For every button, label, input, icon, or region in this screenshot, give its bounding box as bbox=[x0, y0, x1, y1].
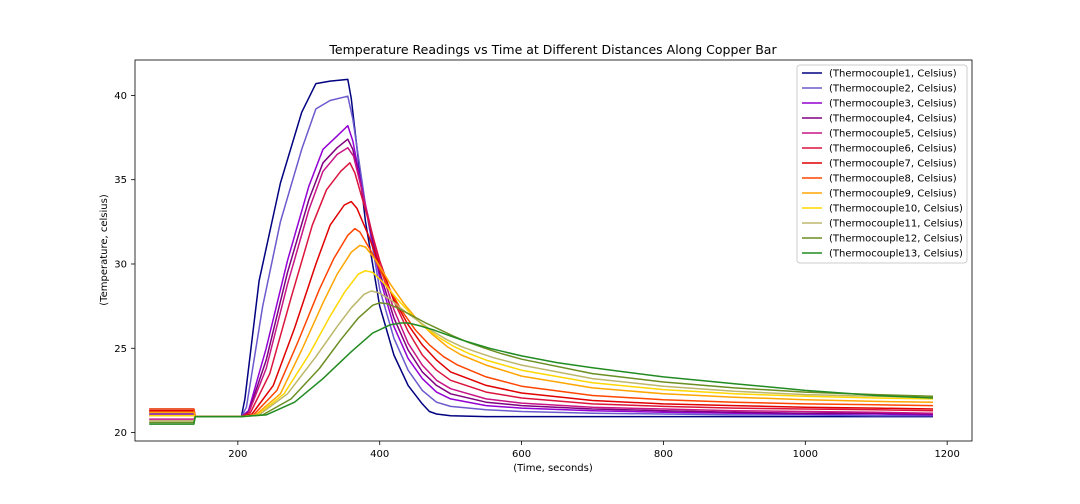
legend-box bbox=[796, 64, 968, 264]
legend-label-10: (Thermocouple10, Celsius) bbox=[829, 204, 963, 215]
legend-label-5: (Thermocouple5, Celsius) bbox=[829, 129, 957, 140]
chart-title: Temperature Readings vs Time at Differen… bbox=[328, 42, 777, 57]
series-line-6 bbox=[149, 162, 934, 418]
y-tick-label: 20 bbox=[114, 428, 127, 439]
x-tick-label: 800 bbox=[654, 449, 673, 460]
y-axis-ticks: 20 25 30 35 40 bbox=[114, 91, 135, 439]
legend: (Thermocouple1, Celsius) (Thermocouple2, … bbox=[796, 64, 968, 264]
series-lines bbox=[149, 78, 934, 425]
x-axis-ticks: 200 400 600 800 1000 1200 bbox=[228, 441, 960, 460]
legend-label-1: (Thermocouple1, Celsius) bbox=[829, 69, 957, 80]
series-line-13 bbox=[149, 322, 934, 425]
legend-label-6: (Thermocouple6, Celsius) bbox=[829, 144, 957, 155]
legend-label-13: (Thermocouple13, Celsius) bbox=[829, 249, 963, 260]
plot-frame bbox=[134, 59, 973, 442]
legend-items: (Thermocouple1, Celsius) (Thermocouple2, … bbox=[802, 69, 963, 260]
x-tick-label: 200 bbox=[228, 449, 247, 460]
x-tick-label: 1000 bbox=[793, 449, 818, 460]
legend-label-8: (Thermocouple8, Celsius) bbox=[829, 174, 957, 185]
legend-label-2: (Thermocouple2, Celsius) bbox=[829, 84, 957, 95]
x-tick-label: 400 bbox=[370, 449, 389, 460]
series-line-12 bbox=[149, 302, 934, 424]
x-axis-label: (Time, seconds) bbox=[513, 463, 593, 474]
series-line-1 bbox=[149, 78, 933, 418]
series-line-8 bbox=[149, 227, 934, 418]
legend-label-11: (Thermocouple11, Celsius) bbox=[829, 219, 963, 230]
legend-label-9: (Thermocouple9, Celsius) bbox=[829, 189, 957, 200]
legend-label-4: (Thermocouple4, Celsius) bbox=[829, 114, 957, 125]
y-tick-label: 40 bbox=[114, 91, 127, 102]
series-line-4 bbox=[149, 138, 934, 418]
x-tick-label: 600 bbox=[512, 449, 531, 460]
legend-label-7: (Thermocouple7, Celsius) bbox=[829, 159, 957, 170]
y-tick-label: 30 bbox=[114, 259, 127, 270]
series-line-9 bbox=[149, 244, 934, 418]
y-axis-label: (Temperature, celsius) bbox=[99, 194, 110, 306]
series-line-10 bbox=[149, 269, 934, 418]
series-line-2 bbox=[149, 95, 933, 418]
legend-label-12: (Thermocouple12, Celsius) bbox=[829, 234, 963, 245]
legend-label-3: (Thermocouple3, Celsius) bbox=[829, 99, 957, 110]
series-line-3 bbox=[149, 124, 934, 418]
y-tick-label: 35 bbox=[114, 175, 127, 186]
x-tick-label: 1200 bbox=[934, 449, 959, 460]
y-tick-label: 25 bbox=[114, 344, 127, 355]
